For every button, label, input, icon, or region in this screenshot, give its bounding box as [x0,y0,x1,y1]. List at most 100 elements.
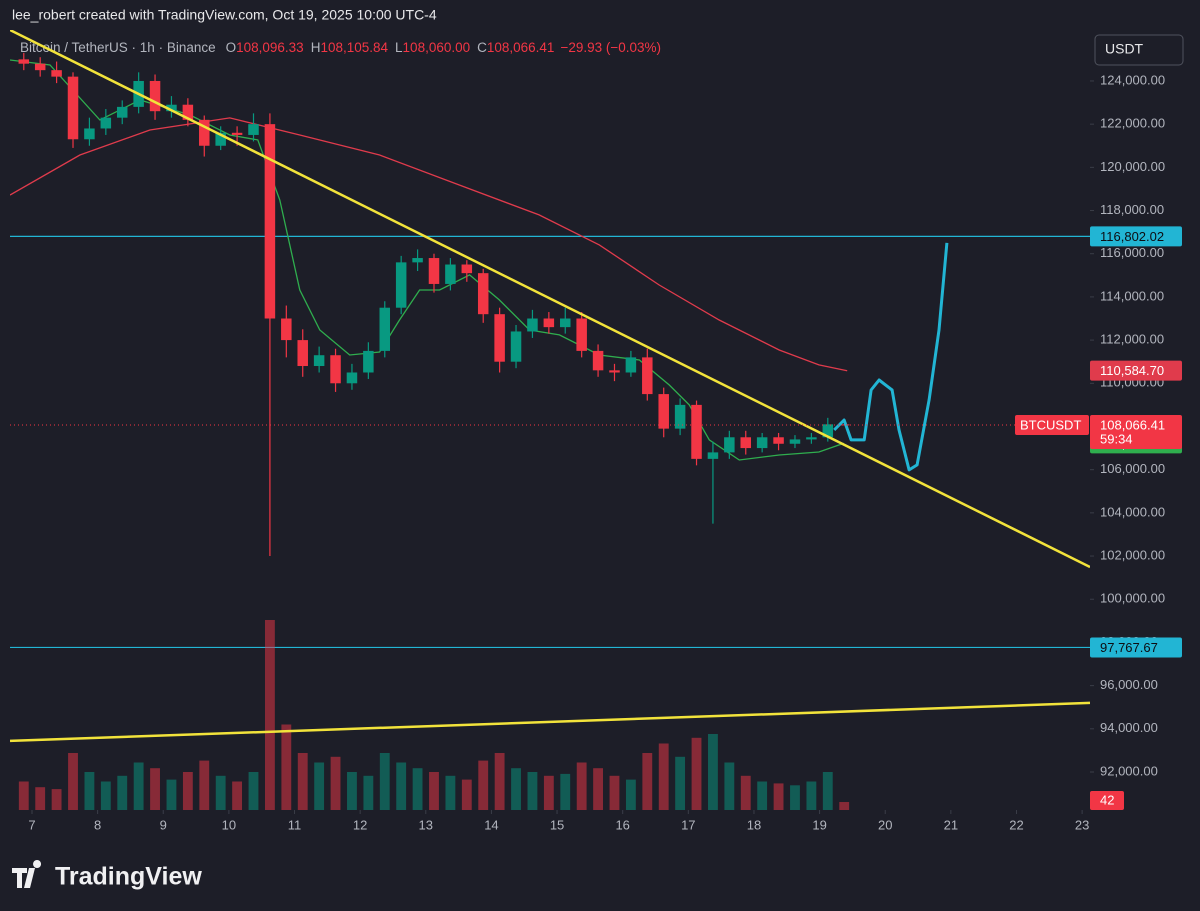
currency-button[interactable] [1094,34,1184,66]
x-tick-label: 10 [222,817,236,832]
volume-bar [314,762,325,810]
candle-body [412,258,423,263]
volume-bar [757,781,768,810]
candle-body [773,437,784,444]
candle-body [691,404,702,459]
volume-bar [625,779,636,810]
plot-area [10,30,1090,810]
volume-bar [543,775,554,810]
change: −29.93 (−0.03%) [560,40,661,55]
forecast-path [833,242,949,472]
volume-bar [68,753,78,810]
candle-body [313,355,325,367]
candle-body [756,437,768,449]
level-tag-bg [1090,637,1182,658]
volume-bar [133,762,144,810]
ohlc-key: C [477,40,487,55]
volume-bar [822,772,833,810]
candle-body [34,63,46,71]
candle-body [477,273,489,315]
candle-body [674,404,686,429]
x-tick-label: 14 [484,817,498,832]
candle-body [116,106,128,118]
ohlc-value: 108,066.41 [487,40,555,55]
volume-bar [478,760,489,810]
candle-body [100,117,112,129]
volume-bar [494,753,505,810]
volume-tag-bg [1090,791,1124,810]
volume-bar [576,762,587,810]
volume-bar [691,737,702,810]
candle-body [494,314,505,362]
volume-bar [642,753,653,810]
countdown: 59:34 [1100,431,1133,446]
y-tick-label: 122,000.00 [1100,116,1165,131]
x-tick-label: 22 [1009,817,1023,832]
symbol-tag-bg [1015,415,1089,436]
x-tick-label: 16 [615,817,629,832]
candle-body [658,394,669,429]
volume-bar [658,743,669,810]
candle-body [806,437,817,440]
x-tick-label: 9 [160,817,167,832]
ohlc-key: L [395,40,403,55]
volume-bar [560,773,571,810]
volume-bar [330,756,341,810]
trendline [10,701,1090,743]
candle-body [297,340,308,367]
candle-body [199,119,210,146]
candle-body [363,350,374,373]
ohlc-value: 108,060.00 [403,40,471,55]
candle-body [789,439,801,444]
candle-body [527,318,538,332]
candle-body [231,132,243,135]
x-tick-label: 21 [944,817,958,832]
candle-body [838,424,850,426]
last-price-label: 108,066.41 [1100,417,1165,432]
candle-body [166,104,177,112]
x-tick-label: 13 [419,817,433,832]
y-tick-label: 120,000.00 [1100,159,1165,174]
y-tick-label: 92,000.00 [1100,763,1158,778]
volume-bar [461,779,472,810]
volume-bar [609,775,620,810]
x-tick-label: 18 [747,817,761,832]
ma-tag-bg [1090,360,1182,381]
candle-body [264,124,276,319]
brand-name: TradingView [55,863,202,891]
y-tick-label: 100,000.00 [1100,591,1165,606]
volume-bar [379,753,390,810]
y-tick-label: 112,000.00 [1100,332,1164,347]
ohlc-value: 108,105.84 [320,40,388,55]
brand-logo: TradingView [12,860,202,891]
volume-bar [429,772,439,810]
last-price-bg [1090,415,1182,450]
candle-body [281,318,292,341]
ohlc-value: 108,096.33 [236,40,304,55]
volume-bar [839,802,850,810]
x-tick-label: 20 [878,817,892,832]
candle-body [642,357,653,395]
level-tag: 116,802.02 [1100,229,1164,244]
y-tick-label: 104,000.00 [1100,504,1165,519]
y-tick-label: 124,000.00 [1100,72,1165,87]
candle-body [707,452,719,459]
volume-bar [297,753,308,810]
y-tick-label: 106,000.00 [1100,461,1165,476]
volume-bar [182,772,193,810]
ohlc-key: O [226,40,237,55]
volume-tag: 42 [1100,792,1114,807]
candle-body [543,318,555,328]
volume-bar [412,768,423,810]
level-tag-bg [1090,226,1182,247]
volume-bar [100,781,111,810]
volume-bar [708,734,718,810]
volume-bar [527,772,538,810]
volume-bar [117,775,128,810]
volume-bar [281,724,292,810]
candle-body [724,437,735,453]
candle-body [182,104,194,120]
currency-label[interactable]: USDT [1105,41,1144,57]
candle-body [149,80,161,112]
x-tick-label: 17 [681,817,695,832]
